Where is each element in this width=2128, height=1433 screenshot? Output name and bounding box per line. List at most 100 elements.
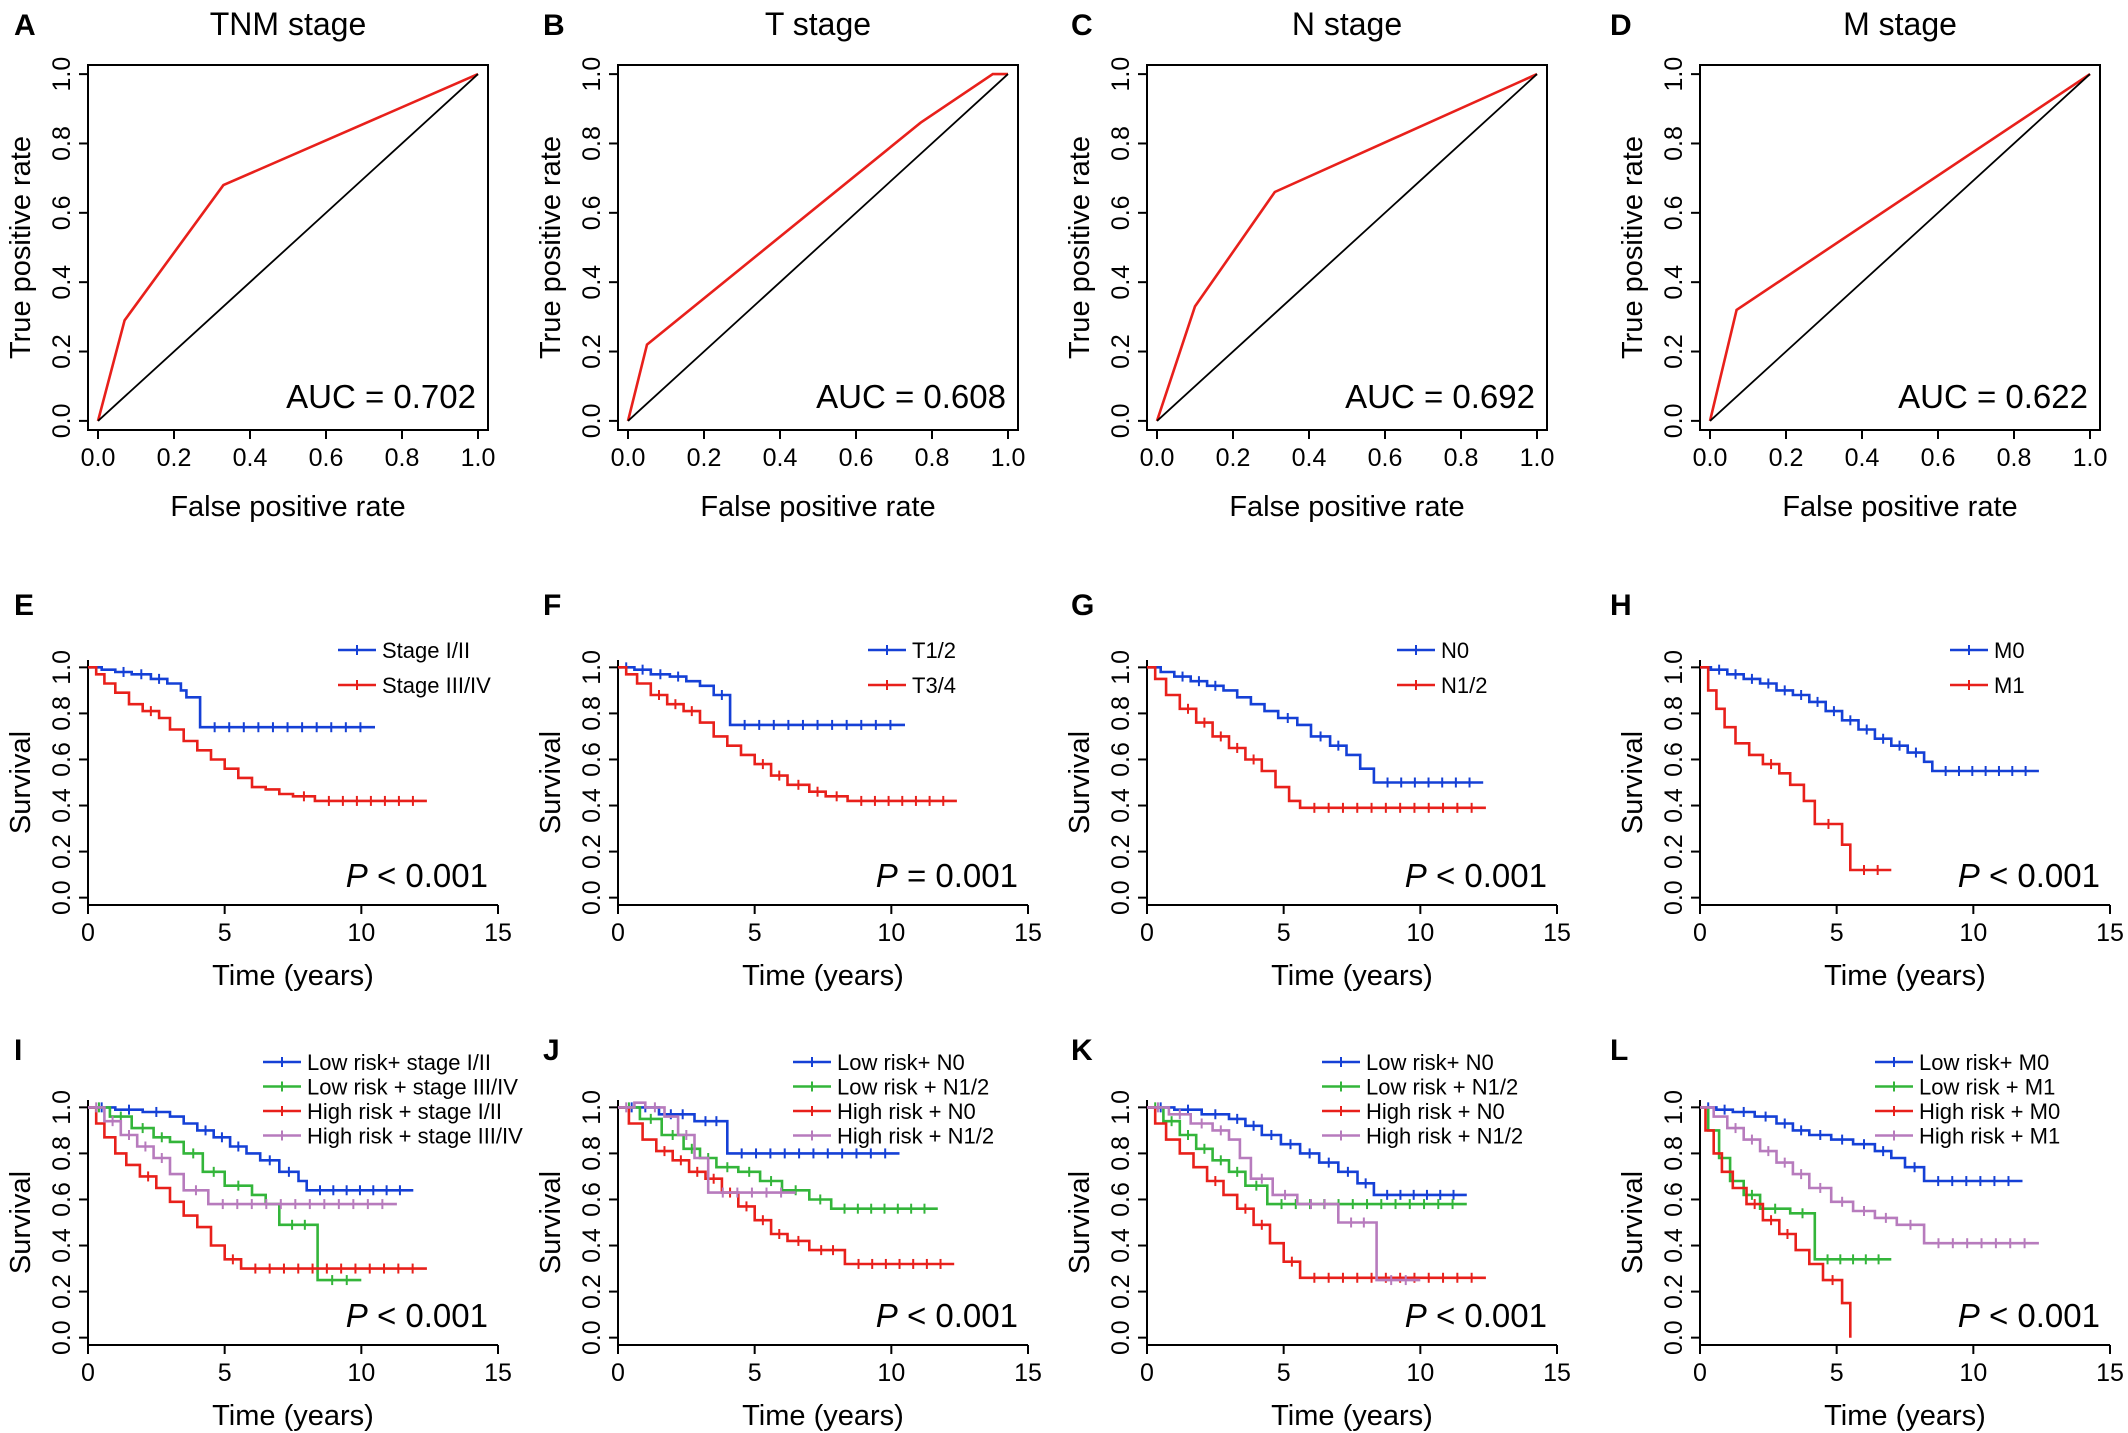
p-value-text: < 0.001 <box>1980 1297 2100 1334</box>
panel-i: I 0 5 10 15 0.0 0.2 0.4 0.6 0.8 1.0 Time (years) Sur… <box>5 1034 523 1432</box>
y-tick-label: 0.8 <box>578 126 606 161</box>
y-tick-label: 0.6 <box>578 1182 606 1217</box>
y-tick-label: 0.6 <box>578 195 606 230</box>
y-tick-label: 0.6 <box>1660 195 1688 230</box>
p-symbol: P <box>1405 857 1427 894</box>
series-line-high-risk-stage-i-ii <box>88 1106 427 1270</box>
x-tick-label: 0.0 <box>81 444 116 472</box>
y-tick-label: 0.0 <box>578 880 606 915</box>
x-tick-label: 0.6 <box>1368 444 1403 472</box>
panel-letter: F <box>543 589 561 622</box>
y-tick-label: 0.8 <box>1660 126 1688 161</box>
x-axis-label: Time (years) <box>1824 960 1986 992</box>
x-tick-label: 5 <box>748 1359 762 1387</box>
legend-label: High risk + M0 <box>1919 1099 2060 1124</box>
y-tick-label: 0.4 <box>578 265 606 300</box>
p-value-text: < 0.001 <box>368 1297 488 1334</box>
x-axis-label: False positive rate <box>1229 491 1464 523</box>
x-tick-label: 0.0 <box>1693 444 1728 472</box>
y-tick-label: 0.8 <box>1107 1136 1135 1171</box>
y-tick-label: 0.4 <box>578 1228 606 1263</box>
series-line-high-risk-m0 <box>1700 1106 1852 1338</box>
x-tick-label: 15 <box>2096 919 2124 947</box>
y-tick-label: 0.8 <box>1660 696 1688 731</box>
legend-label: M0 <box>1994 638 2025 663</box>
y-tick-label: 1.0 <box>1107 1090 1135 1125</box>
y-axis-label: True positive rate <box>535 136 567 359</box>
p-symbol: P <box>346 857 368 894</box>
y-axis-label: Survival <box>535 731 567 834</box>
x-axis-label: Time (years) <box>742 960 904 992</box>
legend-label: M1 <box>1994 673 2025 698</box>
x-axis-label: False positive rate <box>170 491 405 523</box>
x-axis-label: Time (years) <box>742 1400 904 1432</box>
x-tick-label: 1.0 <box>991 444 1026 472</box>
legend-label: T3/4 <box>912 673 956 698</box>
plot-frame <box>617 64 1019 431</box>
panel-letter: D <box>1610 9 1632 42</box>
x-tick-label: 15 <box>484 1359 512 1387</box>
y-tick-label: 0.2 <box>48 834 76 869</box>
legend-label: Low risk + N1/2 <box>1366 1075 1518 1100</box>
panel-b: B T stage 0.0 0.2 0.4 0.6 0.8 1.0 0.0 0.2 0.4 0.6 0.… <box>535 6 1025 523</box>
x-tick-label: 0.8 <box>385 444 420 472</box>
y-tick-label: 0.8 <box>1107 696 1135 731</box>
x-axis-label: Time (years) <box>1271 960 1433 992</box>
y-tick-label: 1.0 <box>1107 57 1135 92</box>
x-axis-label: False positive rate <box>700 491 935 523</box>
series-line-stage-i-ii <box>88 666 375 729</box>
x-tick-label: 1.0 <box>2073 444 2108 472</box>
y-tick-label: 0.4 <box>48 1228 76 1263</box>
y-tick-label: 1.0 <box>48 650 76 685</box>
y-tick-label: 0.4 <box>1660 1228 1688 1263</box>
x-tick-label: 0.6 <box>1921 444 1956 472</box>
x-tick-label: 0.4 <box>1845 444 1880 472</box>
y-tick-label: 1.0 <box>578 57 606 92</box>
series-line-roc-curve <box>626 72 1008 422</box>
y-tick-label: 0.4 <box>1107 265 1135 300</box>
x-tick-label: 15 <box>2096 1359 2124 1387</box>
y-axis-label: Survival <box>5 731 37 834</box>
y-tick-label: 0.0 <box>1660 880 1688 915</box>
panel-c: C N stage 0.0 0.2 0.4 0.6 0.8 1.0 0.0 0.2 0.4 0.6 0.… <box>1064 6 1554 523</box>
series-line-low-risk-stage-iii-iv <box>88 1106 362 1282</box>
p-symbol: P <box>1405 1297 1427 1334</box>
x-tick-label: 10 <box>1406 1359 1434 1387</box>
legend-label: Stage III/IV <box>382 673 491 698</box>
x-tick-label: 10 <box>1406 919 1434 947</box>
x-tick-label: 10 <box>347 1359 375 1387</box>
x-tick-label: 0.8 <box>915 444 950 472</box>
y-tick-label: 0.8 <box>1660 1136 1688 1171</box>
y-tick-label: 1.0 <box>48 1090 76 1125</box>
y-tick-label: 0.4 <box>48 788 76 823</box>
series-line-low-risk-n0 <box>1147 1106 1467 1197</box>
p-value-text: < 0.001 <box>1427 1297 1547 1334</box>
panel-letter: I <box>14 1034 22 1067</box>
series-line-reference-diagonal <box>627 73 1009 422</box>
y-tick-label: 1.0 <box>1660 57 1688 92</box>
x-tick-label: 5 <box>748 919 762 947</box>
y-tick-label: 1.0 <box>1660 1090 1688 1125</box>
plot-frame <box>1146 64 1548 431</box>
y-tick-label: 0.4 <box>48 265 76 300</box>
panel-k: K 0 5 10 15 0.0 0.2 0.4 0.6 0.8 1.0 Time (years) Sur… <box>1064 1034 1571 1432</box>
y-tick-label: 0.2 <box>1107 334 1135 369</box>
x-tick-label: 0.0 <box>611 444 646 472</box>
series-line-high-risk-n0 <box>1147 1106 1486 1280</box>
x-tick-label: 0.0 <box>1140 444 1175 472</box>
y-tick-label: 0.0 <box>1107 1320 1135 1355</box>
panel-f: F 0 5 10 15 0.0 0.2 0.4 0.6 0.8 1.0 Time (years) Sur… <box>535 589 1042 992</box>
y-tick-label: 1.0 <box>1660 650 1688 685</box>
p-value-annotation: P < 0.001 <box>346 857 488 894</box>
chart-title: TNM stage <box>210 6 366 42</box>
y-tick-label: 0.0 <box>1660 1320 1688 1355</box>
y-tick-label: 0.2 <box>1107 1274 1135 1309</box>
legend-label: Low risk+ N0 <box>837 1050 965 1075</box>
series-line-high-risk-n1-2 <box>1147 1106 1421 1282</box>
y-axis-label: Survival <box>1617 731 1649 834</box>
series-line-stage-iii-iv <box>88 666 427 803</box>
x-axis-label: Time (years) <box>212 1400 374 1432</box>
y-tick-label: 0.6 <box>1107 742 1135 777</box>
y-tick-label: 0.0 <box>48 880 76 915</box>
y-tick-label: 0.6 <box>1660 1182 1688 1217</box>
